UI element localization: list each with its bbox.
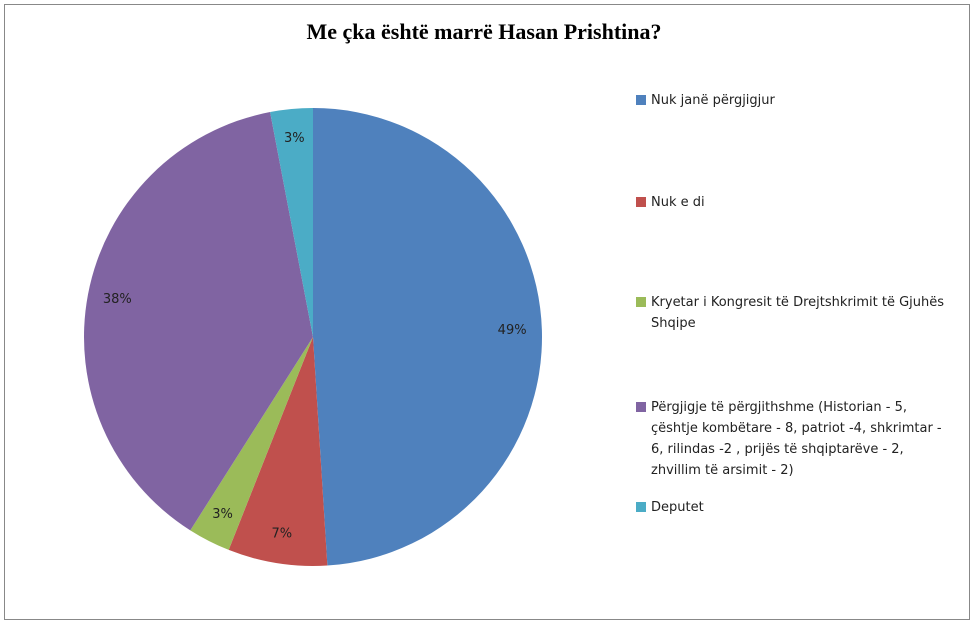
legend-item: Kryetar i Kongresit të Drejtshkrimit të … xyxy=(636,292,956,334)
legend-label: Nuk e di xyxy=(651,195,705,210)
legend-item: Deputet xyxy=(636,497,956,518)
legend-swatch xyxy=(636,297,646,307)
pie-slice xyxy=(270,108,313,337)
pie-slice xyxy=(190,337,313,550)
legend-item: Përgjigje të përgjithshme (Historian - 5… xyxy=(636,397,956,481)
pie-slice xyxy=(313,108,542,566)
legend-swatch xyxy=(636,502,646,512)
legend-swatch xyxy=(636,402,646,412)
legend-swatch xyxy=(636,197,646,207)
legend-label: Deputet xyxy=(651,500,704,515)
legend-label: Kryetar i Kongresit të Drejtshkrimit të … xyxy=(651,295,945,331)
legend-label: Nuk janë përgjigjur xyxy=(651,93,775,108)
data-label: 49% xyxy=(498,323,527,338)
legend-item: Nuk janë përgjigjur xyxy=(636,90,956,111)
data-label: 3% xyxy=(284,131,305,146)
legend-label: Përgjigje të përgjithshme (Historian - 5… xyxy=(651,400,942,478)
legend-item: Nuk e di xyxy=(636,192,956,213)
legend-swatch xyxy=(636,95,646,105)
data-label: 7% xyxy=(272,526,293,541)
chart-title: Me çka është marrë Hasan Prishtina? xyxy=(307,19,662,44)
pie-slice xyxy=(228,337,328,566)
data-label: 38% xyxy=(103,292,132,307)
pie-slice xyxy=(84,112,314,531)
data-label: 3% xyxy=(212,507,233,522)
